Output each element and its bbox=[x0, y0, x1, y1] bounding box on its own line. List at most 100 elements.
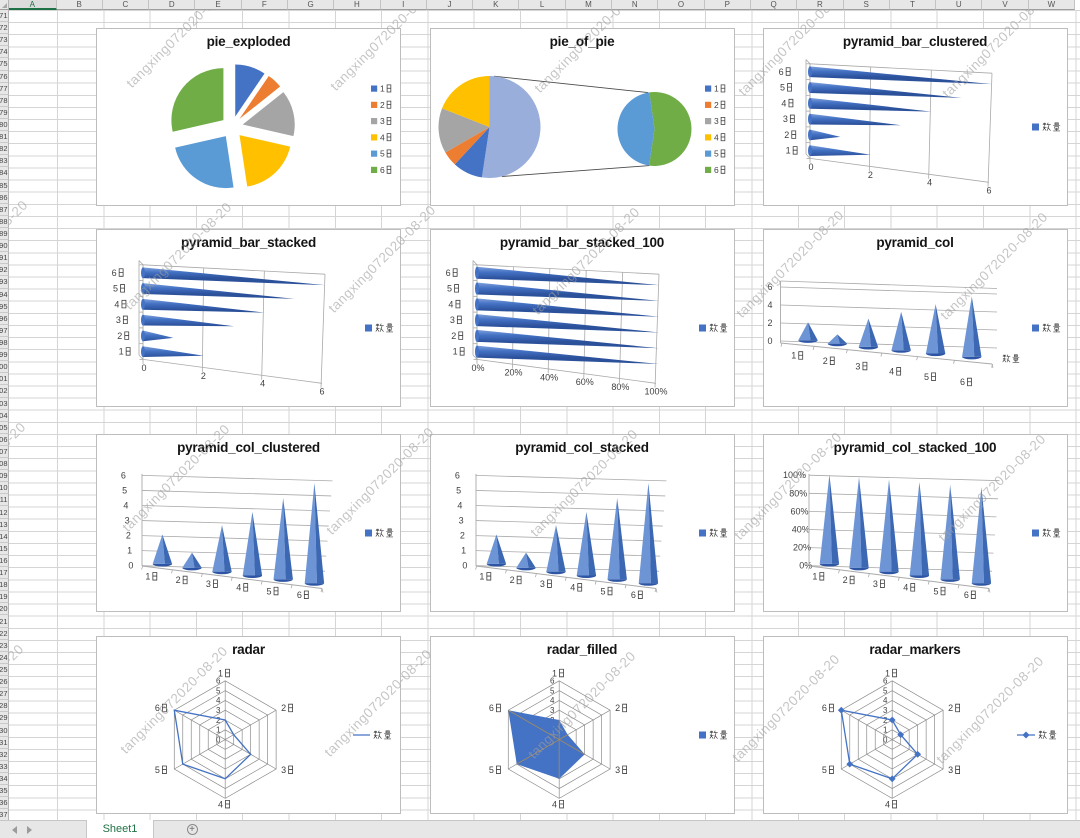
row-header-127[interactable]: 127 bbox=[0, 688, 9, 701]
row-header-88[interactable]: 88 bbox=[0, 215, 9, 228]
row-header-109[interactable]: 109 bbox=[0, 470, 9, 483]
chart-pyramid_bar_stacked[interactable]: pyramid_bar_stacked 0 2 4 6 6 5 4 3 2 1 bbox=[96, 229, 401, 407]
row-header-118[interactable]: 118 bbox=[0, 579, 9, 592]
column-header-R[interactable]: R bbox=[797, 0, 844, 10]
row-header-96[interactable]: 96 bbox=[0, 312, 9, 325]
row-header-71[interactable]: 71 bbox=[0, 10, 9, 23]
row-header-92[interactable]: 92 bbox=[0, 264, 9, 277]
column-header-P[interactable]: P bbox=[704, 0, 751, 10]
column-header-N[interactable]: N bbox=[612, 0, 659, 10]
row-header-93[interactable]: 93 bbox=[0, 276, 9, 289]
row-header-114[interactable]: 114 bbox=[0, 530, 9, 543]
row-header-123[interactable]: 123 bbox=[0, 639, 9, 652]
row-header-101[interactable]: 101 bbox=[0, 373, 9, 386]
row-header-102[interactable]: 102 bbox=[0, 385, 9, 398]
row-header-77[interactable]: 77 bbox=[0, 82, 9, 95]
row-header-128[interactable]: 128 bbox=[0, 700, 9, 713]
row-header-131[interactable]: 131 bbox=[0, 736, 9, 749]
column-header-T[interactable]: T bbox=[889, 0, 937, 10]
row-header-106[interactable]: 106 bbox=[0, 433, 9, 446]
row-header-133[interactable]: 133 bbox=[0, 760, 9, 773]
row-header-122[interactable]: 122 bbox=[0, 627, 9, 640]
row-header-78[interactable]: 78 bbox=[0, 94, 9, 107]
column-header-A[interactable]: A bbox=[9, 0, 57, 10]
column-header-Q[interactable]: Q bbox=[750, 0, 798, 10]
row-header-100[interactable]: 100 bbox=[0, 361, 9, 374]
column-header-V[interactable]: V bbox=[982, 0, 1029, 10]
row-header-124[interactable]: 124 bbox=[0, 651, 9, 664]
chart-pyramid_bar_stacked_100[interactable]: pyramid_bar_stacked_100 0% 20% 40% 60% 80% 100… bbox=[429, 229, 735, 407]
column-header-W[interactable]: W bbox=[1028, 0, 1076, 10]
row-header-129[interactable]: 129 bbox=[0, 712, 9, 725]
column-header-H[interactable]: H bbox=[334, 0, 381, 10]
row-header-99[interactable]: 99 bbox=[0, 349, 9, 362]
prev-sheet-icon[interactable] bbox=[12, 825, 17, 834]
row-header-94[interactable]: 94 bbox=[0, 288, 9, 301]
row-header-83[interactable]: 83 bbox=[0, 155, 9, 168]
row-header-107[interactable]: 107 bbox=[0, 445, 9, 459]
row-header-126[interactable]: 126 bbox=[0, 676, 9, 689]
row-header-82[interactable]: 82 bbox=[0, 143, 9, 156]
row-header-135[interactable]: 135 bbox=[0, 785, 9, 798]
row-header-103[interactable]: 103 bbox=[0, 397, 9, 410]
column-header-F[interactable]: F bbox=[241, 0, 288, 10]
row-header-108[interactable]: 108 bbox=[0, 458, 9, 471]
row-header-132[interactable]: 132 bbox=[0, 748, 9, 761]
row-header-81[interactable]: 81 bbox=[0, 131, 9, 144]
row-header-134[interactable]: 134 bbox=[0, 772, 9, 785]
chart-pyramid_col[interactable]: pyramid_col 0 2 4 6 1 2 3 4 5 6 bbox=[762, 229, 1068, 407]
row-header-121[interactable]: 121 bbox=[0, 615, 9, 628]
row-header-90[interactable]: 90 bbox=[0, 240, 9, 253]
chart-radar_markers[interactable]: radar_markers 0 1 2 3 4 5 6 1 2 3 4 5 6 bbox=[762, 636, 1068, 814]
row-header-76[interactable]: 76 bbox=[0, 70, 9, 83]
column-header-G[interactable]: G bbox=[287, 0, 335, 10]
row-header-75[interactable]: 75 bbox=[0, 58, 9, 71]
column-header-J[interactable]: J bbox=[426, 0, 474, 10]
row-header-73[interactable]: 73 bbox=[0, 34, 9, 47]
add-sheet-button[interactable]: + bbox=[172, 821, 212, 838]
row-header-98[interactable]: 98 bbox=[0, 336, 9, 350]
row-header-79[interactable]: 79 bbox=[0, 106, 9, 119]
row-header-136[interactable]: 136 bbox=[0, 797, 9, 810]
row-header-111[interactable]: 111 bbox=[0, 494, 9, 507]
next-sheet-icon[interactable] bbox=[27, 825, 32, 834]
column-header-B[interactable]: B bbox=[56, 0, 103, 10]
chart-pie_exploded[interactable]: pie_exploded 1 2 3 4 5 6 bbox=[96, 28, 401, 206]
row-header-97[interactable]: 97 bbox=[0, 324, 9, 337]
column-header-U[interactable]: U bbox=[936, 0, 983, 10]
select-all-corner[interactable] bbox=[0, 0, 9, 10]
column-header-O[interactable]: O bbox=[658, 0, 705, 10]
row-header-91[interactable]: 91 bbox=[0, 252, 9, 265]
chart-pyramid_bar_clustered[interactable]: pyramid_bar_clustered 0 2 4 6 6 5 4 3 2 1 bbox=[762, 28, 1068, 206]
row-header-119[interactable]: 119 bbox=[0, 591, 9, 604]
row-header-80[interactable]: 80 bbox=[0, 118, 9, 132]
column-header-C[interactable]: C bbox=[102, 0, 150, 10]
column-header-D[interactable]: D bbox=[149, 0, 196, 10]
row-header-110[interactable]: 110 bbox=[0, 482, 9, 495]
sheet-tab-active[interactable]: Sheet1 bbox=[86, 820, 154, 838]
row-header-74[interactable]: 74 bbox=[0, 46, 9, 59]
row-header-105[interactable]: 105 bbox=[0, 421, 9, 434]
row-header-120[interactable]: 120 bbox=[0, 603, 9, 616]
chart-radar_filled[interactable]: radar_filled0123456123456 bbox=[429, 636, 735, 814]
column-header-I[interactable]: I bbox=[380, 0, 427, 10]
row-header-85[interactable]: 85 bbox=[0, 179, 9, 192]
chart-pyramid_col_stacked[interactable]: pyramid_col_stacked 0 1 2 3 4 5 6 1 2 3 4 5 6 bbox=[429, 434, 735, 612]
row-header-115[interactable]: 115 bbox=[0, 542, 9, 555]
row-header-87[interactable]: 87 bbox=[0, 203, 9, 216]
row-header-104[interactable]: 104 bbox=[0, 409, 9, 422]
row-header-84[interactable]: 84 bbox=[0, 167, 9, 180]
column-header-S[interactable]: S bbox=[843, 0, 890, 10]
column-header-M[interactable]: M bbox=[565, 0, 613, 10]
chart-pyramid_col_stacked_100[interactable]: pyramid_col_stacked_100 0% 20% 40% 60% 80% 100… bbox=[762, 434, 1068, 612]
row-header-116[interactable]: 116 bbox=[0, 554, 9, 568]
row-header-130[interactable]: 130 bbox=[0, 724, 9, 737]
row-header-112[interactable]: 112 bbox=[0, 506, 9, 519]
column-header-L[interactable]: L bbox=[519, 0, 566, 10]
row-header-89[interactable]: 89 bbox=[0, 227, 9, 241]
chart-pie_of_pie[interactable]: pie_of_pie 1 2 3 4 5 6 bbox=[429, 28, 735, 206]
row-header-117[interactable]: 117 bbox=[0, 567, 9, 580]
column-header-E[interactable]: E bbox=[195, 0, 242, 10]
column-header-K[interactable]: K bbox=[473, 0, 520, 10]
row-header-95[interactable]: 95 bbox=[0, 300, 9, 313]
